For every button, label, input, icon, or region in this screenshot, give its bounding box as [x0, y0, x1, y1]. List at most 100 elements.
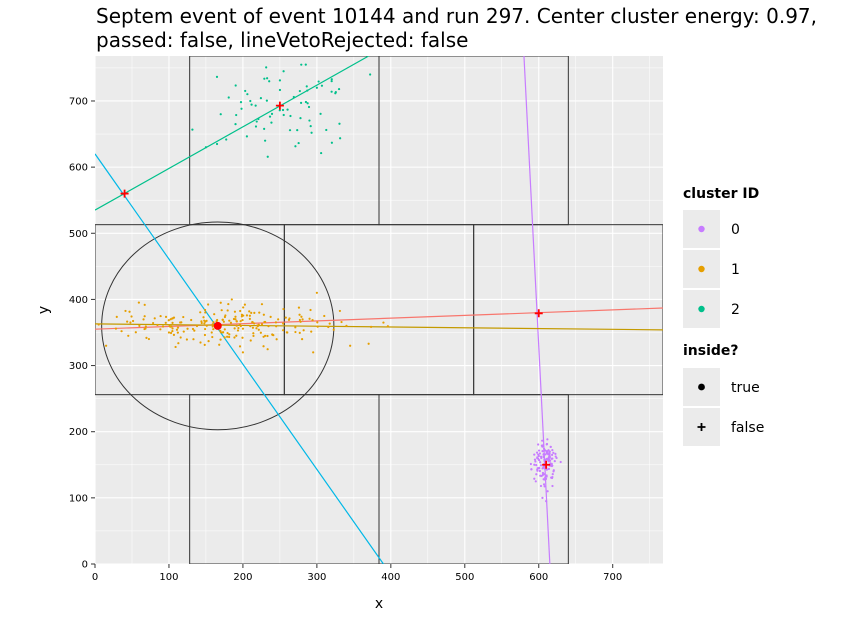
cluster-1-point: [242, 306, 245, 309]
cluster-1-point: [115, 315, 118, 318]
cluster-1-point: [249, 325, 252, 328]
cluster-2-point: [306, 102, 309, 105]
cluster-1-point: [256, 324, 259, 327]
cluster-2-point: [265, 99, 268, 102]
cluster-1-point: [223, 328, 226, 331]
cluster-2-point: [299, 101, 303, 104]
cluster-1-point: [257, 328, 260, 331]
cluster-0-point: [542, 483, 546, 486]
cluster-1-point: [144, 325, 147, 328]
cluster-1-point: [300, 315, 303, 318]
cluster-2-point: [304, 63, 307, 66]
cluster-0-point: [551, 484, 554, 488]
chip-outline: [378, 394, 569, 564]
cluster-1-point: [251, 326, 255, 329]
cluster-2-point: [259, 97, 262, 100]
cluster-1-point: [134, 331, 137, 334]
cluster-1-point: [297, 306, 301, 309]
cluster-1-point: [228, 333, 231, 336]
cluster-0-point: [529, 462, 532, 466]
legend-label: 2: [731, 302, 740, 318]
cluster-line: [95, 56, 369, 211]
cluster-0-point: [541, 439, 544, 442]
cluster-1-point: [169, 331, 173, 335]
cluster-2-point: [240, 107, 243, 110]
cluster-1-point: [174, 345, 177, 349]
cluster-line: [95, 323, 663, 331]
cluster-1-point: [262, 345, 265, 348]
cluster-2-point: [204, 146, 208, 149]
cluster-1-point: [234, 315, 237, 318]
cluster-1-point: [349, 344, 352, 347]
cluster-1-point: [275, 338, 278, 341]
x-tick-label: 500: [455, 572, 474, 583]
cluster-1-point: [120, 330, 123, 333]
cluster-1-point: [252, 332, 255, 335]
cluster-1-point: [239, 309, 242, 313]
cluster-0-point: [533, 463, 536, 466]
cluster-0-point: [541, 496, 544, 499]
cluster-0-point: [551, 453, 554, 457]
cluster-1-point: [153, 317, 156, 320]
cluster-1-point: [203, 308, 207, 312]
cluster-1-point: [345, 324, 348, 327]
x-tick-label: 700: [603, 572, 622, 583]
cluster-2-point: [307, 105, 311, 109]
cluster-1-point: [311, 319, 314, 322]
cluster-1-point: [272, 333, 275, 337]
cluster-1-point: [195, 324, 199, 328]
cluster-1-point: [239, 320, 242, 323]
cluster-1-point: [203, 333, 207, 337]
cluster-1-point: [182, 330, 185, 333]
cluster-1-point: [253, 322, 256, 325]
cluster-lines: [95, 56, 663, 564]
cluster-1-point: [161, 325, 165, 328]
y-tick-label: 200: [69, 427, 88, 438]
cluster-0-point: [535, 451, 539, 454]
cluster-1-point: [191, 327, 195, 331]
cluster-1-point: [212, 328, 215, 331]
cluster-2-point: [338, 122, 341, 125]
cluster-1-point: [223, 336, 226, 339]
cluster-1-point: [171, 321, 174, 324]
cluster-1-point: [179, 321, 182, 324]
cluster-1-point: [287, 318, 291, 321]
cluster-1-point: [199, 341, 202, 344]
legend-key-point: [698, 225, 705, 233]
cluster-0-point: [534, 460, 537, 463]
cluster-0-point: [530, 468, 533, 471]
cluster-1-point: [137, 301, 140, 304]
cluster-2-point: [278, 109, 281, 112]
cluster-2-point: [330, 141, 333, 144]
cluster-2-point: [263, 77, 266, 80]
cluster-2-point: [235, 113, 238, 117]
cluster-0-point: [552, 469, 555, 472]
cluster-1-point: [228, 319, 231, 322]
cluster-2-point: [309, 125, 312, 128]
cluster-1-point: [294, 326, 297, 329]
cluster-2-point: [266, 155, 269, 158]
cluster-0-point: [552, 451, 555, 454]
cluster-1-point: [285, 331, 288, 334]
cluster-1-point: [267, 325, 270, 328]
cluster-2-point: [289, 114, 292, 118]
cluster-1-point: [168, 324, 171, 328]
cluster-0-point: [554, 452, 557, 456]
cluster-1-point: [152, 321, 155, 325]
cluster-1-point: [232, 317, 236, 321]
cluster-1-point: [145, 336, 148, 339]
cluster-0-point: [543, 478, 546, 481]
cluster-1-point: [310, 330, 313, 333]
cluster-2-point: [265, 66, 268, 69]
cluster-2-point: [245, 135, 248, 138]
cluster-1-point: [164, 315, 168, 318]
cluster-0-point: [545, 500, 548, 503]
cluster-0-point: [545, 474, 548, 477]
legend-key-point: [698, 265, 705, 273]
cluster-0-point: [549, 445, 552, 449]
cluster-1-point: [222, 320, 225, 323]
y-tick-label: 700: [69, 96, 88, 107]
cluster-2-point: [244, 89, 247, 93]
cluster-2-point: [257, 117, 260, 121]
cluster-1-point: [218, 343, 221, 346]
